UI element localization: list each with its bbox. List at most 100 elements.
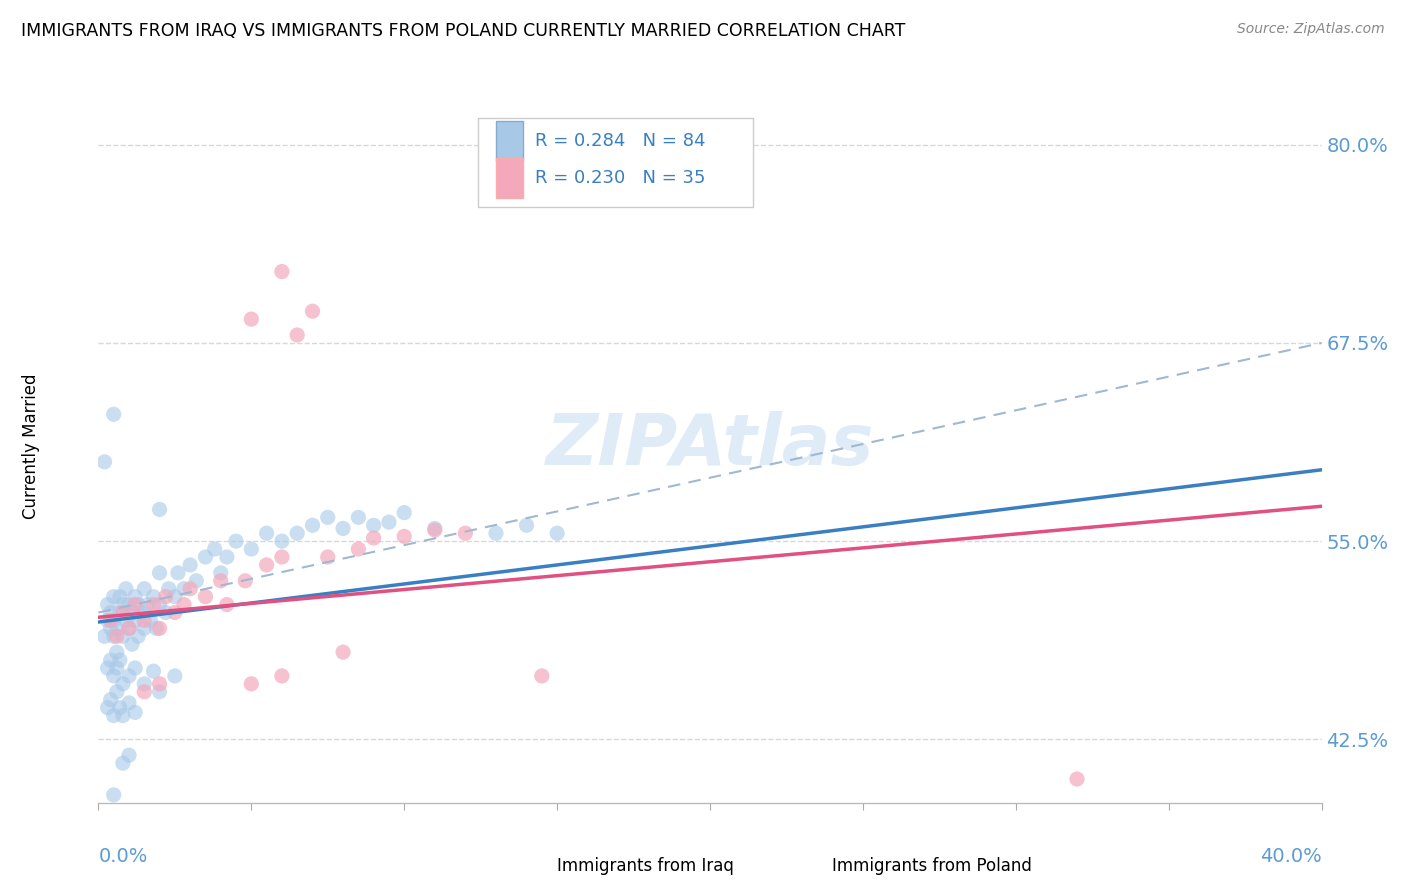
Text: 0.0%: 0.0% [98, 847, 148, 866]
Point [270, 264, 292, 278]
Point [179, 558, 201, 572]
Point [111, 708, 134, 723]
Point [204, 542, 226, 557]
Point [163, 590, 186, 604]
Point [134, 621, 156, 635]
Point [142, 598, 165, 612]
Point [186, 574, 208, 588]
Point [111, 756, 134, 771]
Point [111, 677, 134, 691]
Point [363, 518, 385, 533]
Point [301, 518, 323, 533]
Point [103, 669, 125, 683]
Point [347, 510, 370, 524]
FancyBboxPatch shape [496, 159, 523, 198]
Point [316, 510, 339, 524]
Point [97, 598, 120, 612]
Text: Immigrants from Poland: Immigrants from Poland [832, 856, 1032, 874]
Point [173, 582, 195, 596]
Point [100, 653, 122, 667]
Point [100, 614, 122, 628]
Point [173, 598, 195, 612]
Point [215, 598, 238, 612]
Point [111, 606, 134, 620]
Point [301, 304, 323, 318]
Point [155, 606, 177, 620]
Point [179, 582, 201, 596]
Point [124, 661, 146, 675]
Point [240, 677, 263, 691]
Point [454, 526, 477, 541]
Point [546, 526, 568, 541]
Text: ZIPAtlas: ZIPAtlas [546, 411, 875, 481]
Point [108, 606, 131, 620]
Point [392, 529, 416, 543]
Point [111, 629, 134, 643]
Point [115, 582, 138, 596]
Point [149, 598, 172, 612]
Point [142, 664, 165, 678]
Point [108, 590, 131, 604]
Point [225, 534, 247, 549]
Point [163, 669, 186, 683]
Point [167, 566, 190, 580]
Point [142, 590, 165, 604]
Point [157, 582, 180, 596]
Point [256, 526, 278, 541]
Point [115, 614, 138, 628]
Point [97, 614, 120, 628]
Point [124, 590, 146, 604]
Point [118, 621, 141, 635]
Point [105, 621, 128, 635]
Point [149, 502, 172, 516]
Point [103, 614, 125, 628]
Text: IMMIGRANTS FROM IRAQ VS IMMIGRANTS FROM POLAND CURRENTLY MARRIED CORRELATION CHA: IMMIGRANTS FROM IRAQ VS IMMIGRANTS FROM … [21, 22, 905, 40]
FancyBboxPatch shape [790, 852, 824, 880]
Point [240, 542, 263, 557]
Point [149, 685, 172, 699]
Point [270, 534, 292, 549]
Point [121, 637, 143, 651]
Point [149, 621, 172, 635]
Point [316, 549, 339, 564]
Point [108, 700, 131, 714]
Point [105, 629, 128, 643]
Point [233, 574, 256, 588]
Point [129, 606, 152, 620]
Text: Immigrants from Iraq: Immigrants from Iraq [557, 856, 734, 874]
Point [256, 558, 278, 572]
Point [485, 526, 508, 541]
Point [332, 645, 354, 659]
Point [134, 582, 156, 596]
Point [134, 614, 156, 628]
Point [134, 677, 156, 691]
Point [118, 696, 141, 710]
Point [103, 407, 125, 421]
Point [105, 661, 128, 675]
Point [392, 506, 416, 520]
Point [332, 521, 354, 535]
Point [209, 574, 232, 588]
Text: R = 0.230   N = 35: R = 0.230 N = 35 [536, 169, 706, 186]
Point [194, 590, 217, 604]
Text: Currently Married: Currently Married [22, 373, 39, 519]
Point [111, 598, 134, 612]
Point [194, 549, 217, 564]
FancyBboxPatch shape [478, 118, 752, 207]
Text: R = 0.284   N = 84: R = 0.284 N = 84 [536, 132, 706, 150]
Point [127, 629, 149, 643]
Point [423, 521, 446, 535]
Point [215, 549, 238, 564]
Point [363, 531, 385, 545]
Point [134, 685, 156, 699]
Point [103, 590, 125, 604]
Point [100, 621, 122, 635]
FancyBboxPatch shape [496, 121, 523, 161]
Point [118, 598, 141, 612]
Point [97, 700, 120, 714]
Point [105, 685, 128, 699]
Point [118, 621, 141, 635]
Point [423, 523, 446, 537]
Point [270, 549, 292, 564]
FancyBboxPatch shape [515, 852, 548, 880]
